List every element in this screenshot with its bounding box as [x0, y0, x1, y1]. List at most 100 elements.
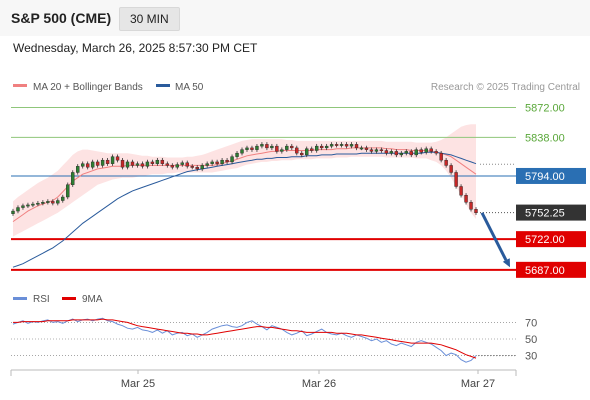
candle-body [16, 207, 20, 212]
candle-body [439, 152, 443, 161]
interval-badge[interactable]: 30 MIN [119, 7, 180, 31]
level-label-5687.00: 5687.00 [525, 265, 565, 277]
x-axis: Mar 25 Mar 26 Mar 27 [10, 369, 517, 390]
ma9-legend-label: 9MA [82, 294, 103, 305]
main-legend: MA 20 + Bollinger Bands MA 50 Research ©… [13, 82, 580, 93]
candle-body [200, 165, 204, 170]
candle-body [76, 166, 80, 173]
candle-body [90, 161, 95, 168]
moving-averages [12, 147, 477, 268]
credit-label: Research © 2025 Trading Central [431, 82, 580, 93]
forecast-arrow-shaft [480, 212, 508, 261]
candle-body [71, 172, 75, 185]
candle-body [384, 150, 389, 154]
rsi-legend-swatch [13, 297, 27, 300]
level-label-5838.00: 5838.00 [525, 132, 565, 144]
candle-body [344, 144, 349, 147]
bollinger-bands [13, 124, 476, 237]
level-label-5794.00: 5794.00 [525, 171, 565, 183]
candle-body [130, 161, 135, 166]
candle-body [354, 144, 359, 149]
ma50-legend-swatch [156, 84, 170, 87]
ma20-line [12, 147, 477, 223]
last-price-tag [516, 204, 586, 221]
candle-body [339, 144, 344, 146]
level-label-5872.00: 5872.00 [525, 103, 565, 115]
candle-body [81, 163, 85, 167]
candle-body [140, 163, 145, 167]
candle-body [230, 156, 234, 163]
rsi-legend: RSI 9MA [13, 294, 103, 305]
candle-body [359, 147, 364, 150]
forecast-arrow [480, 212, 510, 268]
x-tick-label: Mar 27 [461, 378, 495, 390]
candle-body [464, 195, 468, 203]
candle-body [41, 202, 45, 204]
candle-body [225, 159, 229, 163]
candle-body [56, 200, 60, 204]
candle-body [414, 149, 418, 156]
x-tick-label: Mar 26 [302, 378, 336, 390]
candle-body [334, 144, 339, 146]
candle-body [454, 172, 458, 187]
candle-body [155, 159, 160, 164]
symbol-title: S&P 500 (CME) [11, 10, 112, 26]
candle-body [160, 159, 165, 164]
candle-body [429, 148, 433, 152]
last-price-label: 5752.25 [525, 208, 565, 220]
rsi-ma9-line [13, 318, 477, 359]
candle-body [190, 166, 194, 168]
candle-body [245, 147, 249, 150]
candle-body [115, 156, 120, 161]
candle-body [125, 161, 130, 168]
candle-body [150, 161, 155, 164]
level-label-5722.00: 5722.00 [525, 234, 565, 246]
candle-body [110, 156, 115, 164]
candle-body [434, 151, 438, 154]
candle-body [220, 159, 224, 164]
candle-body [170, 165, 175, 168]
candle-body [260, 144, 264, 147]
candle-body [389, 151, 394, 154]
candle-body [135, 163, 140, 166]
candle-body [250, 147, 254, 150]
candle-body [85, 163, 90, 168]
candle-body [364, 147, 369, 150]
level-tag-5687.00 [516, 261, 586, 278]
candle-body [11, 210, 15, 214]
ma20-legend-swatch [13, 84, 27, 87]
candle-body [120, 159, 125, 168]
rsi-level-label-30: 30 [525, 351, 537, 363]
candle-body [100, 159, 105, 166]
last-price-group: 5752.25 [480, 163, 586, 221]
candle-body [394, 151, 399, 156]
candle-body [290, 145, 294, 149]
ma20-legend-label: MA 20 + Bollinger Bands [33, 82, 143, 93]
candle-body [369, 149, 374, 152]
rsi-panel: 70 50 30 [11, 317, 537, 363]
candle-body [105, 159, 110, 164]
candle-body [314, 145, 319, 151]
candle-body [300, 152, 304, 156]
candle-body [265, 144, 269, 149]
candle-body [409, 151, 413, 156]
level-tag-5794.00 [516, 167, 586, 184]
rsi-level-label-70: 70 [525, 317, 537, 329]
candle-body [185, 162, 189, 167]
candle-body [399, 152, 404, 156]
candle-body [419, 149, 423, 153]
candle-body [324, 145, 329, 149]
candle-body [215, 161, 219, 164]
candle-body [240, 149, 244, 154]
candle-body [295, 147, 299, 154]
candle-body [210, 161, 214, 164]
candle-body [26, 204, 30, 207]
candle-body [235, 152, 239, 157]
candle-body [349, 144, 354, 147]
candle-body [175, 164, 179, 168]
candle-body [379, 149, 384, 152]
chart-datetime: Wednesday, March 26, 2025 8:57:30 PM CET [13, 41, 258, 55]
candle-body [275, 145, 279, 152]
